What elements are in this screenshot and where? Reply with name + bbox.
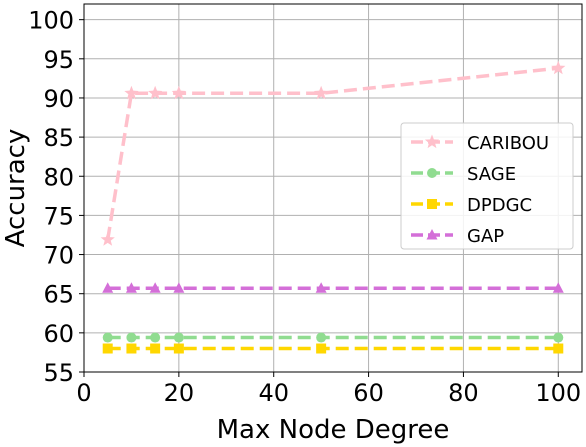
data-point-caribou xyxy=(124,85,139,100)
data-point-gap xyxy=(173,282,185,293)
series-caribou xyxy=(100,60,566,246)
series-layer xyxy=(100,60,566,354)
y-tick-label: 60 xyxy=(43,320,74,348)
x-tick-label: 20 xyxy=(164,379,195,407)
data-point-caribou xyxy=(148,85,163,100)
legend: CARIBOU SAGE DPDGC GAP xyxy=(400,122,574,250)
data-point-gap xyxy=(102,282,114,293)
data-point-gap xyxy=(315,282,327,293)
data-point-dpdgc xyxy=(150,343,161,354)
data-point-sage xyxy=(126,332,137,343)
x-tick-label: 60 xyxy=(353,379,384,407)
data-point-dpdgc xyxy=(102,343,113,354)
data-point-dpdgc xyxy=(553,343,564,354)
data-point-caribou xyxy=(100,232,115,246)
x-tick-label: 100 xyxy=(535,379,581,407)
legend-box xyxy=(400,122,574,250)
y-tick-label: 65 xyxy=(43,281,74,309)
data-point-gap xyxy=(552,282,564,293)
legend-marker-sage xyxy=(427,168,437,178)
legend-label-caribou: CARIBOU xyxy=(467,133,549,154)
legend-item-sage: SAGE xyxy=(411,164,516,185)
data-point-sage xyxy=(173,332,184,343)
x-tick-label: 40 xyxy=(258,379,289,407)
legend-marker-dpdgc xyxy=(427,199,437,209)
data-point-dpdgc xyxy=(173,343,184,354)
data-point-sage xyxy=(150,332,161,343)
data-point-dpdgc xyxy=(316,343,327,354)
legend-label-dpdgc: DPDGC xyxy=(467,195,532,216)
legend-item-gap: GAP xyxy=(411,226,504,247)
x-tick-label: 80 xyxy=(448,379,479,407)
data-point-caribou xyxy=(314,85,329,100)
x-tick-label: 0 xyxy=(76,379,91,407)
y-tick-label: 85 xyxy=(43,124,74,152)
data-point-gap xyxy=(149,282,161,293)
data-point-caribou xyxy=(551,60,566,75)
y-tick-label: 95 xyxy=(43,46,74,74)
legend-item-dpdgc: DPDGC xyxy=(411,195,532,216)
data-point-gap xyxy=(125,282,137,293)
data-point-sage xyxy=(102,332,113,343)
data-point-sage xyxy=(316,332,327,343)
y-axis-label: Accuracy xyxy=(1,129,31,248)
legend-label-gap: GAP xyxy=(467,226,504,247)
series-dpdgc xyxy=(102,343,564,354)
y-tick-label: 80 xyxy=(43,163,74,191)
y-tick-label: 100 xyxy=(28,7,74,35)
legend-marker-gap xyxy=(426,229,438,240)
data-point-caribou xyxy=(171,85,186,100)
x-axis-label: Max Node Degree xyxy=(217,415,450,445)
legend-label-sage: SAGE xyxy=(467,164,516,185)
y-tick-label: 70 xyxy=(43,242,74,270)
series-line-caribou xyxy=(105,66,559,240)
y-tick-label: 75 xyxy=(43,202,74,230)
plot-frame xyxy=(83,3,583,373)
data-point-sage xyxy=(553,332,564,343)
legend-item-caribou: CARIBOU xyxy=(411,133,549,154)
series-gap xyxy=(102,282,564,293)
y-tick-label: 90 xyxy=(43,85,74,113)
legend-marker-caribou xyxy=(424,134,440,149)
data-point-dpdgc xyxy=(126,343,137,354)
series-sage xyxy=(102,332,564,343)
y-tick-label: 55 xyxy=(43,359,74,387)
axis-ticks: 0 20 40 60 80 100 55 60 65 70 75 80 85 90 95 100 xyxy=(28,7,581,407)
